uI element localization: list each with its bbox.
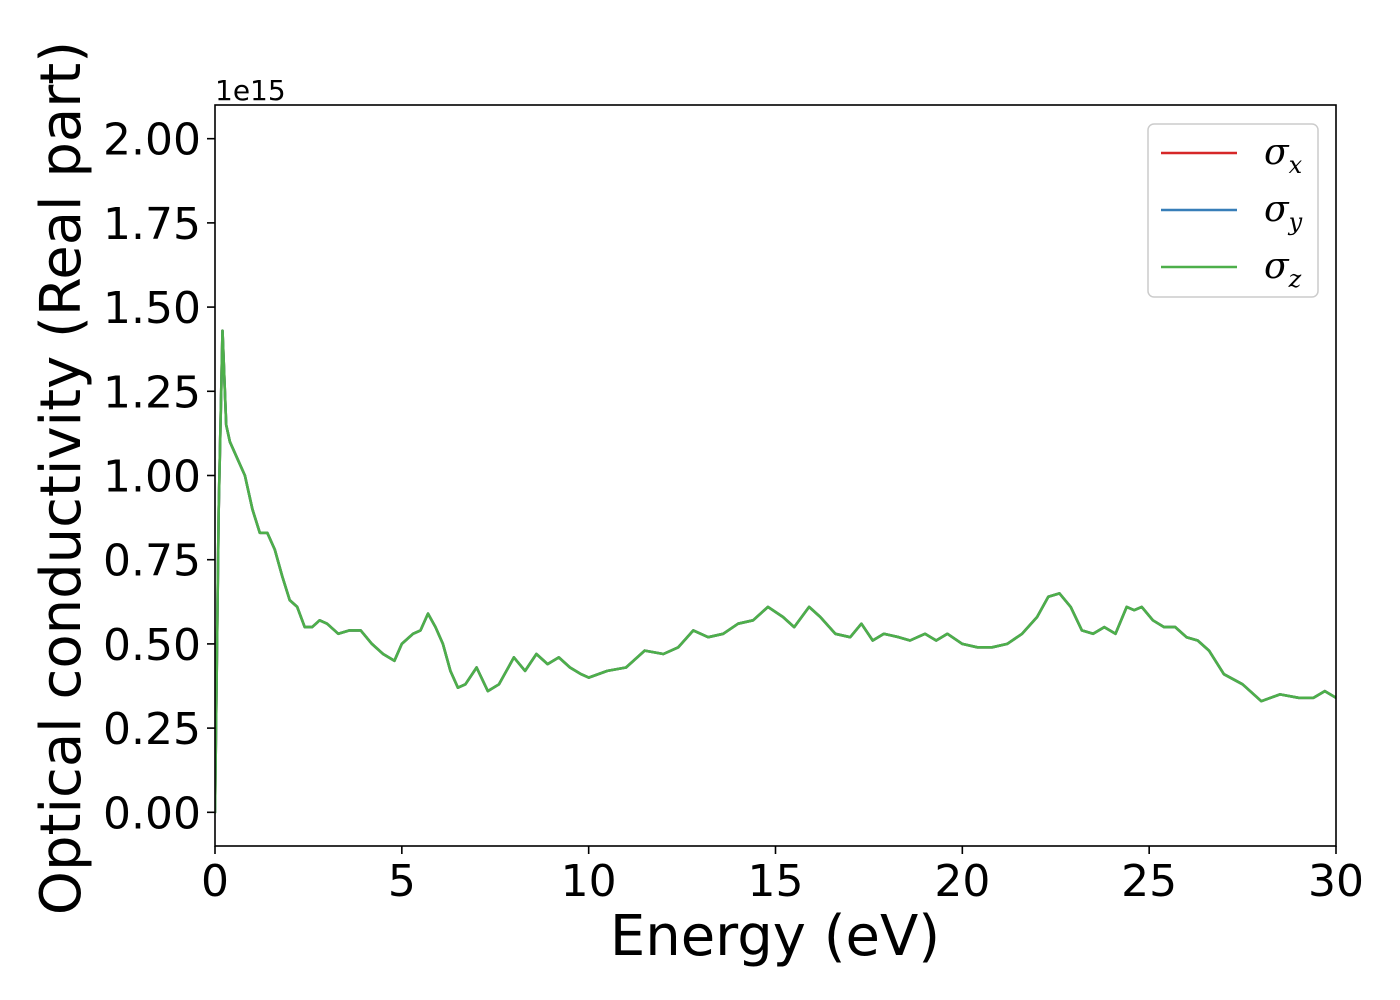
x-axis-ticks: 0 5 10 15 20 25 30 (201, 846, 1364, 907)
y-tick-label: 2.00 (103, 115, 201, 166)
x-tick-label: 25 (1121, 856, 1177, 907)
y-tick-label: 0.50 (103, 620, 201, 671)
series-line-σz (215, 329, 1336, 814)
x-tick-label: 5 (388, 856, 416, 907)
y-offset-label: 1e15 (215, 74, 286, 107)
x-tick-label: 30 (1308, 856, 1364, 907)
y-tick-label: 1.00 (103, 452, 201, 503)
legend-subscript: y (1288, 208, 1303, 236)
y-tick-label: 0.25 (103, 704, 201, 755)
y-tick-label: 1.50 (103, 283, 201, 334)
y-tick-label: 0.75 (103, 536, 201, 587)
legend-symbol: σ (1264, 246, 1290, 287)
series-layer (215, 329, 1336, 814)
x-tick-label: 0 (201, 856, 229, 907)
y-axis-label: Optical conductivity (Real part) (29, 41, 94, 915)
legend-symbol: σ (1264, 132, 1290, 173)
legend-symbol: σ (1264, 189, 1290, 230)
x-tick-label: 15 (748, 856, 804, 907)
y-tick-label: 1.75 (103, 199, 201, 250)
legend-subscript: x (1289, 151, 1303, 179)
y-axis-ticks: 0.00 0.25 0.50 0.75 1.00 1.25 1.50 1.75 2.00 (103, 115, 215, 839)
x-axis-label: Energy (eV) (610, 904, 940, 969)
legend-entry-label: σz (1264, 246, 1302, 293)
y-tick-label: 1.25 (103, 367, 201, 418)
legend-subscript: z (1288, 265, 1302, 293)
legend-entry-label: σx (1264, 132, 1303, 179)
x-tick-label: 20 (934, 856, 990, 907)
y-tick-label: 0.00 (103, 788, 201, 839)
legend-entry-label: σy (1264, 189, 1303, 236)
x-tick-label: 10 (561, 856, 617, 907)
